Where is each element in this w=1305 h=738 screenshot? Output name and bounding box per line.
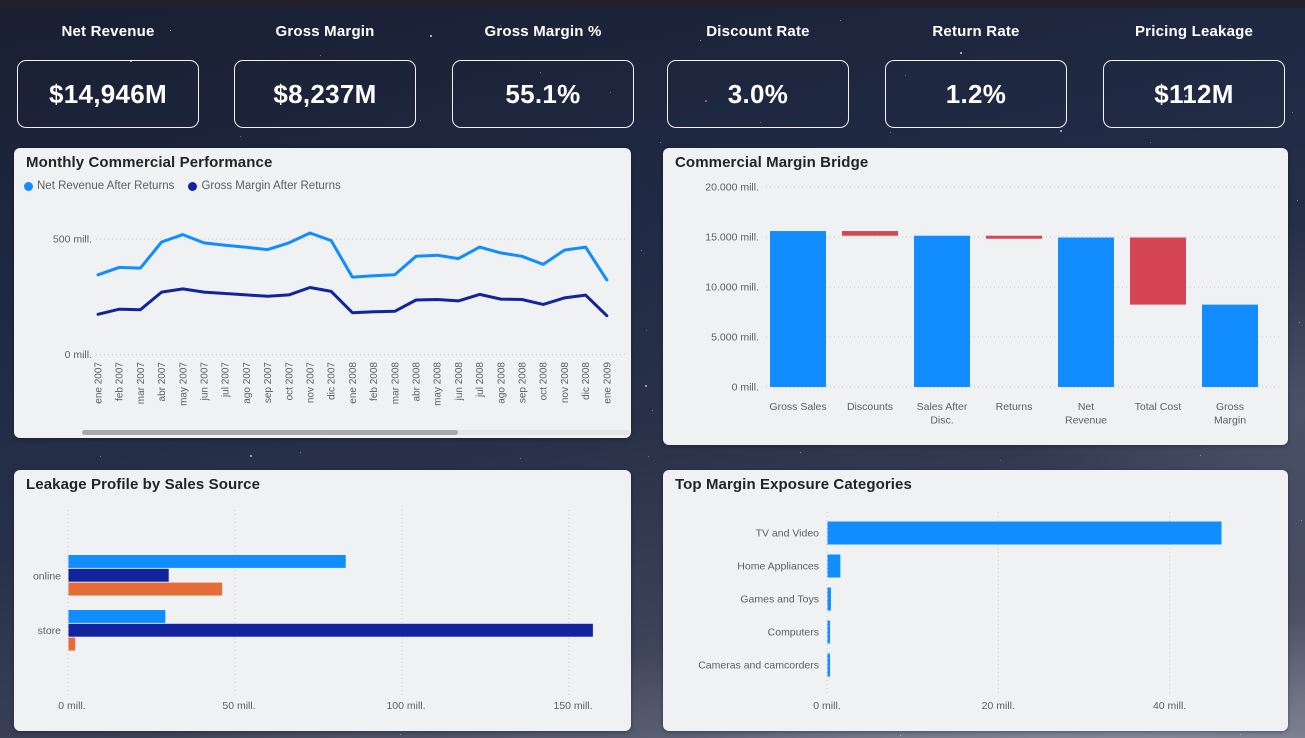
svg-text:nov 2008: nov 2008 xyxy=(560,362,571,404)
svg-text:TV and Video: TV and Video xyxy=(756,528,820,540)
line-chart-monthly-performance[interactable]: 0 mill. 500 mill. ene 2007 feb 2007 mar 2007… xyxy=(14,148,631,438)
svg-text:store: store xyxy=(38,625,62,637)
svg-text:0 mill.: 0 mill. xyxy=(65,349,92,361)
card-leakage-profile: Leakage Profile by Sales Source 0 mill. 5… xyxy=(14,470,631,731)
svg-text:20 mill.: 20 mill. xyxy=(982,700,1015,712)
kpi-label-discount-rate: Discount Rate xyxy=(706,23,810,40)
svg-text:dic 2007: dic 2007 xyxy=(327,362,338,400)
kpi-label-gross-margin-pct: Gross Margin % xyxy=(484,23,602,40)
kpi-label-pricing-leakage: Pricing Leakage xyxy=(1134,23,1254,40)
kpi-value-return-rate: 1.2% xyxy=(885,60,1067,128)
svg-text:ago 2007: ago 2007 xyxy=(242,362,253,404)
svg-text:jun 2008: jun 2008 xyxy=(454,362,465,402)
svg-text:500 mill.: 500 mill. xyxy=(53,234,92,246)
svg-text:jul 2008: jul 2008 xyxy=(475,362,486,398)
card-monthly-performance: Monthly Commercial Performance Net Reven… xyxy=(14,148,631,438)
legend-dot-net-revenue xyxy=(24,181,33,191)
svg-text:oct 2008: oct 2008 xyxy=(539,362,550,401)
svg-text:Home Appliances: Home Appliances xyxy=(737,561,819,573)
svg-text:100 mill.: 100 mill. xyxy=(386,700,425,712)
svg-text:abr 2008: abr 2008 xyxy=(412,362,423,402)
svg-text:dic 2008: dic 2008 xyxy=(581,362,592,400)
chart-title-margin-exposure: Top Margin Exposure Categories xyxy=(675,476,912,493)
svg-text:Gross Sales: Gross Sales xyxy=(769,401,826,413)
kpi-label-net-revenue: Net Revenue xyxy=(61,23,155,40)
svg-text:0 mill.: 0 mill. xyxy=(813,700,840,712)
svg-text:Net: Net xyxy=(1078,401,1094,413)
svg-text:Total Cost: Total Cost xyxy=(1135,401,1182,413)
svg-text:Games and Toys: Games and Toys xyxy=(740,594,819,606)
svg-text:Computers: Computers xyxy=(768,627,819,639)
legend-item-gross-margin[interactable]: Gross Margin After Returns xyxy=(188,180,341,192)
kpi-value-net-revenue: $14,946M xyxy=(17,60,199,128)
svg-text:ene 2007: ene 2007 xyxy=(94,362,105,404)
svg-text:Disc.: Disc. xyxy=(930,415,953,427)
svg-text:ene 2009: ene 2009 xyxy=(602,362,613,404)
svg-text:150 mill.: 150 mill. xyxy=(553,700,592,712)
svg-text:Sales After: Sales After xyxy=(917,401,968,413)
svg-text:may 2007: may 2007 xyxy=(178,362,189,406)
legend-label-gross-margin: Gross Margin After Returns xyxy=(201,180,341,192)
kpi-value-gross-margin: $8,237M xyxy=(234,60,416,128)
kpi-value-pricing-leakage: $112M xyxy=(1103,60,1285,128)
card-margin-bridge: Commercial Margin Bridge 0 mill. 5.000 mi… xyxy=(663,148,1288,445)
svg-text:ago 2008: ago 2008 xyxy=(496,362,507,404)
svg-text:5.000 mill.: 5.000 mill. xyxy=(711,332,759,344)
legend-item-net-revenue[interactable]: Net Revenue After Returns xyxy=(24,180,174,192)
chart-scrollbar-track[interactable] xyxy=(82,430,630,435)
svg-text:sep 2008: sep 2008 xyxy=(518,362,529,404)
chart-scrollbar-thumb[interactable] xyxy=(82,430,458,435)
svg-text:sep 2007: sep 2007 xyxy=(263,362,274,404)
svg-text:feb 2008: feb 2008 xyxy=(369,362,380,401)
svg-text:mar 2008: mar 2008 xyxy=(390,362,401,405)
svg-text:50 mill.: 50 mill. xyxy=(222,700,255,712)
bar-chart-leakage-profile[interactable]: 0 mill. 50 mill. 100 mill. 150 mill. online s… xyxy=(14,470,631,731)
svg-text:may 2008: may 2008 xyxy=(433,362,444,406)
legend-label-net-revenue: Net Revenue After Returns xyxy=(37,180,175,192)
svg-text:Revenue: Revenue xyxy=(1065,415,1107,427)
svg-text:15.000 mill.: 15.000 mill. xyxy=(705,232,759,244)
svg-text:online: online xyxy=(33,571,61,583)
svg-text:oct 2007: oct 2007 xyxy=(284,362,295,401)
chart-title-margin-bridge: Commercial Margin Bridge xyxy=(675,154,869,171)
svg-text:Cameras and camcorders: Cameras and camcorders xyxy=(698,660,819,672)
bar-chart-margin-exposure[interactable]: 0 mill. 20 mill. 40 mill. TV and Video Home … xyxy=(663,470,1288,731)
kpi-label-gross-margin: Gross Margin xyxy=(275,23,375,40)
svg-text:Gross: Gross xyxy=(1216,401,1244,413)
top-strip xyxy=(0,0,1305,8)
svg-text:10.000 mill.: 10.000 mill. xyxy=(705,282,759,294)
kpi-value-discount-rate: 3.0% xyxy=(667,60,849,128)
legend-monthly-performance: Net Revenue After Returns Gross Margin A… xyxy=(24,180,341,192)
kpi-label-return-rate: Return Rate xyxy=(932,23,1020,40)
card-margin-exposure: Top Margin Exposure Categories 0 mill. 20… xyxy=(663,470,1288,731)
waterfall-chart-margin-bridge[interactable]: 0 mill. 5.000 mill. 10.000 mill. 15.000 mil… xyxy=(663,148,1288,445)
svg-text:40 mill.: 40 mill. xyxy=(1153,700,1186,712)
svg-text:jul 2007: jul 2007 xyxy=(221,362,232,398)
chart-title-leakage-profile: Leakage Profile by Sales Source xyxy=(26,476,261,493)
svg-text:nov 2007: nov 2007 xyxy=(306,362,317,404)
svg-text:ene 2008: ene 2008 xyxy=(348,362,359,404)
kpi-value-gross-margin-pct: 55.1% xyxy=(452,60,634,128)
legend-dot-gross-margin xyxy=(188,181,198,191)
svg-text:0 mill.: 0 mill. xyxy=(732,382,759,394)
svg-text:feb 2007: feb 2007 xyxy=(115,362,126,401)
svg-text:Returns: Returns xyxy=(996,401,1033,413)
svg-text:Margin: Margin xyxy=(1214,415,1246,427)
chart-title-monthly-performance: Monthly Commercial Performance xyxy=(26,154,273,171)
svg-text:abr 2007: abr 2007 xyxy=(157,362,168,402)
svg-text:Discounts: Discounts xyxy=(847,401,893,413)
svg-text:0 mill.: 0 mill. xyxy=(58,700,85,712)
svg-text:20.000 mill.: 20.000 mill. xyxy=(705,182,759,194)
svg-text:mar 2007: mar 2007 xyxy=(136,362,147,405)
svg-text:jun 2007: jun 2007 xyxy=(200,362,211,402)
